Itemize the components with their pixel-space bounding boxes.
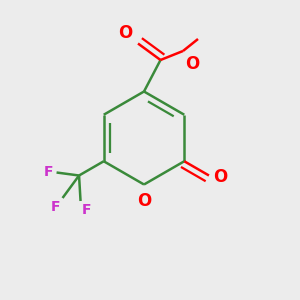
Text: O: O — [137, 192, 152, 210]
Text: F: F — [82, 203, 91, 217]
Text: O: O — [118, 24, 133, 42]
Text: O: O — [214, 168, 228, 186]
Text: O: O — [185, 55, 199, 73]
Text: F: F — [44, 165, 53, 179]
Text: F: F — [51, 200, 60, 214]
